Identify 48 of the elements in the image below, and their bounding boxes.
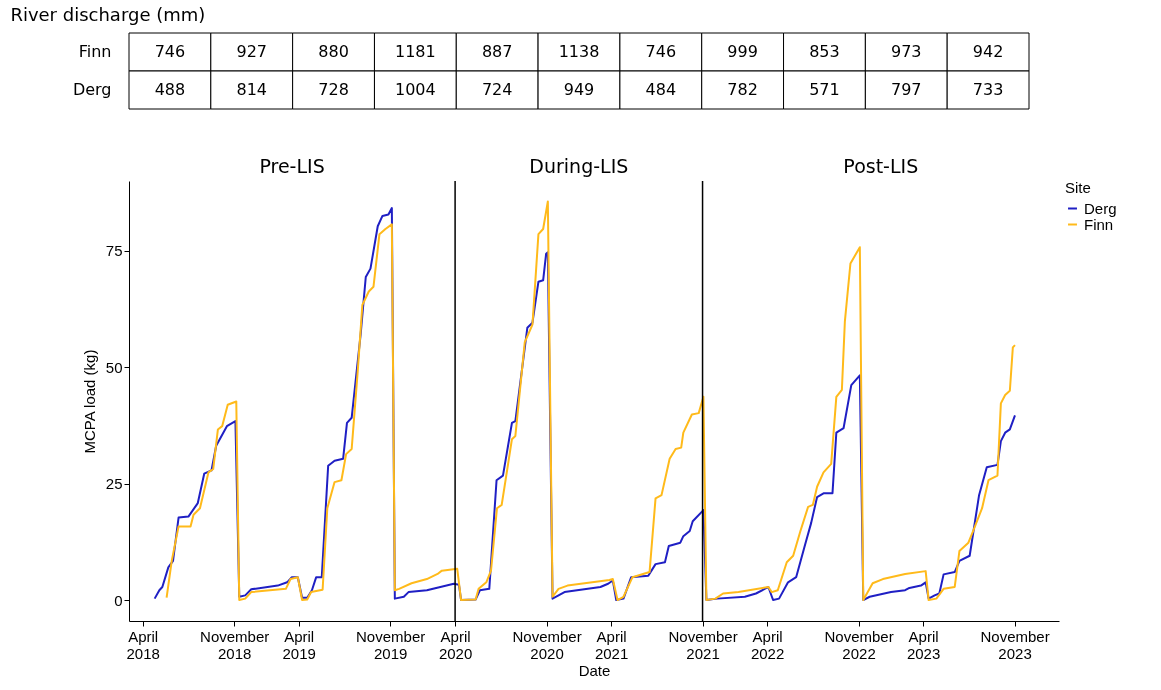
- data-label: 797: [891, 80, 922, 99]
- text: Pre-LIS: [259, 155, 325, 177]
- x-axis-title: Date: [578, 661, 611, 679]
- data-label: 853: [809, 42, 840, 61]
- data-label: 571: [809, 80, 840, 99]
- data-label: 733: [972, 80, 1004, 99]
- y-tick-label: Finn: [78, 42, 112, 61]
- data-label: 999: [727, 42, 758, 61]
- data-label: 1138: [558, 42, 600, 61]
- data-label: 728: [318, 80, 349, 99]
- data-label: 484: [645, 80, 677, 99]
- chart-title: River discharge (mm): [10, 3, 206, 25]
- data-label: 1181: [395, 42, 436, 61]
- legend-title: Site: [1065, 179, 1091, 196]
- x-tick-label: November 2018: [200, 627, 270, 662]
- data-label: 488: [154, 80, 186, 99]
- x-tick-label: April 2023: [906, 627, 941, 662]
- y-tick-label: 25: [105, 475, 123, 493]
- y-tick-label: Derg: [72, 80, 112, 99]
- x-tick-label: April 2020: [438, 627, 473, 662]
- data-label: 942: [972, 42, 1004, 61]
- x-tick-label: November 2022: [824, 627, 894, 662]
- y-tick-label: 0: [114, 591, 123, 609]
- data-label: 1004: [395, 80, 436, 99]
- data-label: 746: [645, 42, 677, 61]
- data-label: 927: [236, 42, 267, 61]
- data-label: 887: [481, 42, 513, 61]
- x-tick-label: November 2023: [980, 627, 1050, 662]
- x-tick-label: November 2020: [512, 627, 582, 662]
- data-label: 782: [727, 80, 758, 99]
- data-label: 949: [563, 80, 595, 99]
- text: During-LIS: [529, 155, 629, 177]
- x-tick-label: April 2021: [594, 627, 629, 662]
- x-tick-label: April 2019: [282, 627, 316, 662]
- data-label: 973: [891, 42, 922, 61]
- x-tick-label: April 2018: [126, 627, 160, 662]
- data-label: 746: [154, 42, 186, 61]
- y-axis-title: MCPA load (kg): [80, 349, 98, 454]
- y-tick-label: 50: [105, 358, 123, 376]
- x-tick-label: November 2021: [668, 627, 738, 662]
- x-tick-label: April 2022: [750, 627, 785, 662]
- text: Post-LIS: [843, 155, 919, 177]
- data-label: 724: [481, 80, 513, 99]
- data-label: 880: [318, 42, 349, 61]
- data-label: 814: [236, 80, 267, 99]
- y-tick-label: 75: [105, 242, 123, 260]
- legend-label: Derg: [1084, 199, 1117, 217]
- x-tick-label: November 2019: [356, 627, 426, 662]
